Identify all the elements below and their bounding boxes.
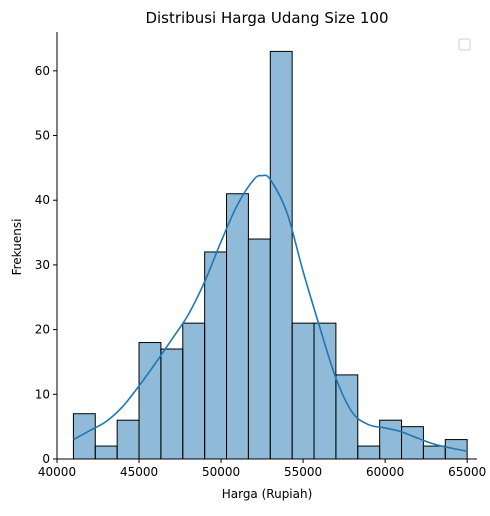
x-tick-label: 50000 bbox=[202, 465, 240, 479]
histogram-bar bbox=[94, 445, 118, 460]
x-tick-label: 55000 bbox=[284, 465, 322, 479]
x-tick-label: 65000 bbox=[448, 465, 486, 479]
histogram-bar bbox=[226, 193, 249, 460]
histogram-bar bbox=[401, 426, 424, 460]
chart-title: Distribusi Harga Udang Size 100 bbox=[145, 9, 388, 27]
x-tick-label: 45000 bbox=[120, 465, 158, 479]
histogram-bar bbox=[291, 322, 315, 460]
histogram-bar bbox=[204, 251, 228, 460]
histogram-bar bbox=[182, 322, 206, 460]
x-tick-label: 40000 bbox=[38, 465, 76, 479]
histogram-bar bbox=[116, 419, 140, 460]
legend-box bbox=[458, 38, 471, 51]
x-axis-ticks: 40000 45000 50000 55000 60000 65000 bbox=[38, 459, 486, 479]
y-axis-label: Frekuensi bbox=[10, 219, 24, 276]
histogram-bar bbox=[379, 419, 403, 460]
y-tick-label: 30 bbox=[35, 258, 50, 272]
histogram-bar bbox=[357, 445, 381, 460]
x-axis-label: Harga (Rupiah) bbox=[222, 487, 313, 501]
y-axis-ticks: 0 10 20 30 40 50 60 bbox=[35, 64, 57, 466]
histogram-bar bbox=[160, 348, 184, 460]
y-tick-label: 20 bbox=[35, 323, 50, 337]
histogram-bar bbox=[247, 238, 271, 460]
y-tick-label: 60 bbox=[35, 64, 50, 78]
x-tick-label: 60000 bbox=[366, 465, 404, 479]
y-tick-label: 40 bbox=[35, 193, 50, 207]
histogram-bar bbox=[422, 445, 446, 460]
histogram-bar bbox=[72, 413, 96, 460]
y-tick-label: 50 bbox=[35, 129, 50, 143]
histogram-bars bbox=[72, 50, 468, 460]
y-tick-label: 0 bbox=[42, 452, 50, 466]
y-tick-label: 10 bbox=[35, 387, 50, 401]
kde-curve bbox=[73, 174, 468, 453]
axes bbox=[56, 32, 477, 460]
histogram-bar bbox=[269, 50, 293, 460]
